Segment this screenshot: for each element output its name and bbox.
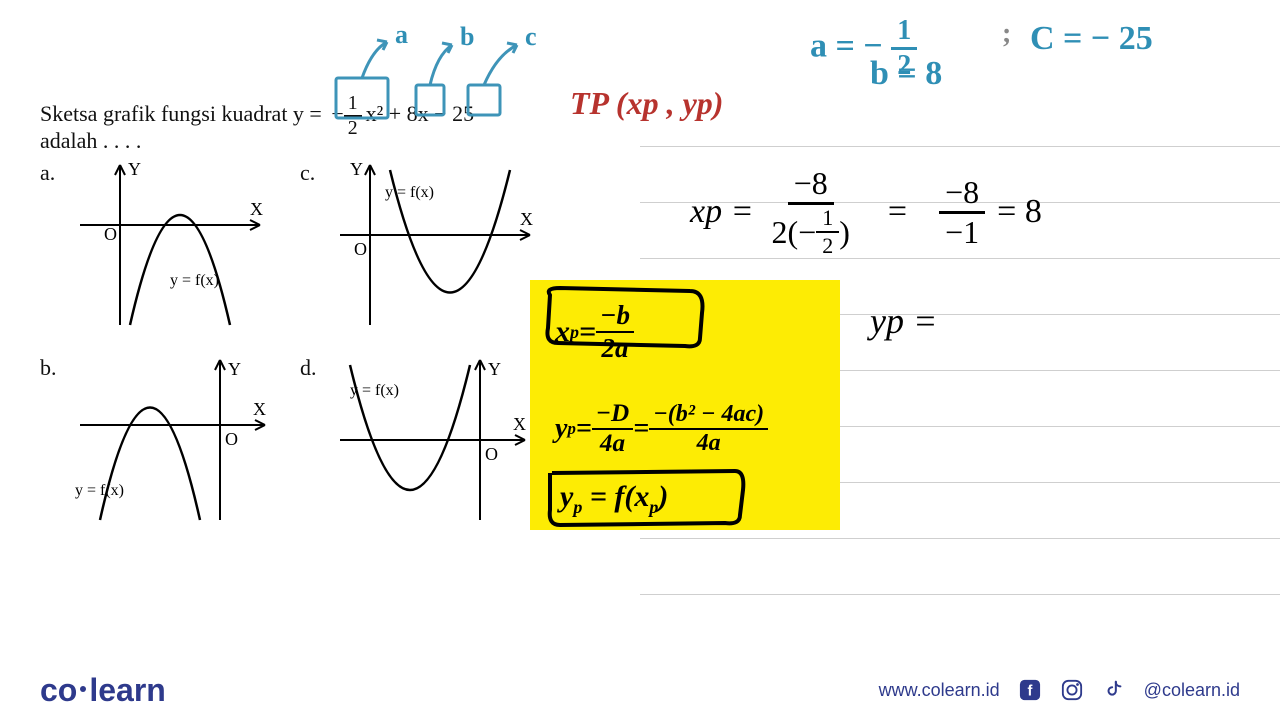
label-b: b [460,22,474,52]
option-c-label: c. [300,160,315,186]
b-value: b = 8 [870,55,942,93]
yp2-outline [540,465,750,535]
xp-outline [540,283,710,353]
xp-calculation: xp = −8 2(−12) = −8 −1 = 8 [690,165,1042,259]
footer-right: www.colearn.id f @colearn.id [879,678,1240,702]
svg-text:O: O [485,444,498,464]
svg-text:X: X [250,199,263,219]
c-value: C = − 25 [1030,20,1153,58]
tp-annotation: TP (xp , yp) [570,85,723,122]
svg-text:X: X [513,414,526,434]
svg-text:y = f(x): y = f(x) [385,184,434,201]
logo: colearn [40,672,166,709]
coef-annotation [332,30,552,120]
footer-handle: @colearn.id [1144,680,1240,701]
svg-text:O: O [225,429,238,449]
tiktok-icon [1102,678,1126,702]
yp-empty: yp = [870,300,937,342]
facebook-icon: f [1018,678,1042,702]
svg-text:O: O [354,239,367,259]
option-b-label: b. [40,355,57,381]
graph-d: Y X O y = f(x) [330,350,530,530]
separator: ; [1002,18,1011,50]
svg-text:y = f(x): y = f(x) [75,482,124,499]
label-a: a [395,20,408,50]
option-a-label: a. [40,160,55,186]
svg-text:Y: Y [228,359,241,379]
svg-text:y = f(x): y = f(x) [350,382,399,399]
footer-url: www.colearn.id [879,680,1000,701]
svg-text:y = f(x): y = f(x) [170,272,219,289]
option-d-label: d. [300,355,317,381]
label-c: c [525,22,537,52]
instagram-icon [1060,678,1084,702]
svg-text:Y: Y [350,159,363,179]
svg-text:X: X [253,399,266,419]
question-line2: adalah . . . . [40,128,141,154]
svg-text:X: X [520,209,533,229]
graph-a: Y X O y = f(x) [70,155,270,335]
svg-text:f: f [1027,684,1032,700]
svg-text:Y: Y [128,159,141,179]
svg-text:O: O [104,224,117,244]
formula-yp: yp = −D4a = −(b² − 4ac)4a [555,400,768,458]
footer: colearn www.colearn.id f @colearn.id [0,660,1280,720]
question-prefix: Sketsa grafik fungsi kuadrat y = [40,101,322,126]
graph-c: Y X O y = f(x) [330,155,540,335]
svg-text:Y: Y [488,359,501,379]
graph-b: Y X O y = f(x) [70,350,270,530]
